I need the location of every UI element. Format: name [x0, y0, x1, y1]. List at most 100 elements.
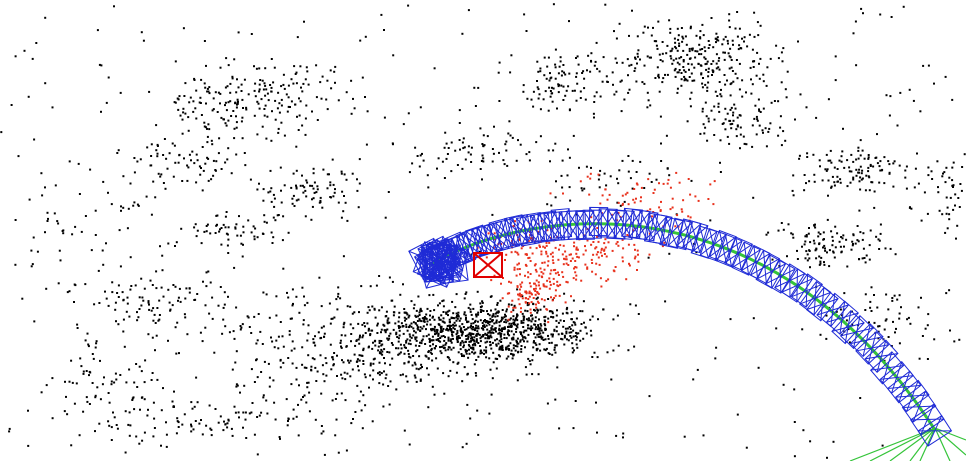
map-point [405, 346, 407, 349]
map-point [530, 325, 533, 328]
map-point [158, 314, 161, 316]
map-point [14, 55, 17, 58]
map-point [568, 108, 571, 111]
local-map-point [651, 215, 654, 218]
map-point [528, 319, 531, 322]
map-point [437, 338, 440, 340]
local-map-point [544, 246, 546, 249]
local-map-point [600, 248, 603, 251]
map-point [731, 122, 734, 125]
map-point [413, 330, 416, 333]
map-point [826, 168, 829, 171]
map-point [805, 106, 808, 109]
map-point [596, 356, 599, 359]
map-point [271, 340, 274, 343]
map-point [407, 342, 410, 345]
map-point [160, 173, 163, 176]
map-point [295, 199, 298, 202]
map-point [247, 316, 250, 319]
map-point [912, 99, 915, 102]
map-point [485, 356, 488, 359]
map-point [538, 329, 541, 332]
local-map-point [595, 262, 598, 265]
map-point [637, 313, 640, 315]
map-point [873, 206, 876, 209]
map-point [523, 336, 526, 339]
map-point [474, 344, 477, 347]
map-point [80, 230, 83, 233]
map-point [688, 68, 690, 71]
map-point [240, 90, 243, 92]
local-map-point [626, 191, 629, 194]
local-map-point [591, 270, 594, 273]
map-point [235, 383, 238, 386]
map-point [178, 287, 181, 290]
map-point [549, 160, 551, 163]
local-map-point [590, 216, 593, 219]
map-point [482, 325, 485, 328]
map-point [514, 345, 517, 347]
map-point [99, 398, 102, 401]
map-point [666, 73, 669, 76]
map-point [235, 306, 238, 309]
local-map-point [563, 257, 565, 260]
map-point [138, 308, 141, 310]
map-point [323, 332, 326, 335]
map-point [870, 310, 873, 312]
map-point [376, 332, 379, 334]
map-point [926, 358, 929, 360]
map-point [64, 380, 66, 383]
map-point [547, 56, 550, 59]
map-point [266, 115, 269, 118]
map-point [173, 101, 176, 104]
map-point [480, 335, 483, 338]
map-point [432, 343, 434, 346]
map-point [270, 187, 273, 190]
map-point [491, 314, 494, 317]
map-point [412, 334, 415, 337]
map-point [519, 143, 522, 146]
map-point [527, 324, 530, 327]
map-point [507, 333, 509, 336]
map-point [366, 110, 369, 113]
map-point [105, 242, 107, 245]
map-point [820, 256, 823, 259]
map-point [177, 421, 180, 424]
map-point [524, 346, 526, 349]
map-point [225, 109, 228, 112]
map-point [680, 84, 683, 87]
map-point [292, 408, 295, 411]
map-point [301, 184, 304, 187]
map-point [273, 205, 276, 208]
map-point [498, 331, 501, 334]
local-map-point [532, 297, 535, 299]
map-point [258, 90, 261, 93]
map-point [503, 321, 506, 323]
local-map-point [553, 297, 556, 299]
map-point [383, 116, 386, 119]
map-point [717, 105, 720, 108]
map-point [473, 340, 476, 343]
map-point [288, 330, 291, 333]
map-point [399, 351, 402, 354]
graph-edge [934, 427, 966, 456]
map-point [482, 335, 485, 338]
graph-edge [889, 427, 936, 461]
map-point [466, 334, 469, 337]
map-point [479, 345, 482, 347]
map-point [241, 323, 244, 326]
map-point [333, 191, 336, 194]
map-point [57, 282, 60, 285]
map-point [97, 269, 100, 272]
map-point [834, 225, 837, 228]
local-map-point [633, 188, 636, 190]
map-point [223, 420, 225, 423]
map-point [746, 45, 749, 48]
map-point [332, 183, 335, 186]
map-point [936, 160, 939, 163]
map-point [46, 220, 49, 222]
map-point [319, 354, 322, 357]
map-point [548, 79, 551, 82]
